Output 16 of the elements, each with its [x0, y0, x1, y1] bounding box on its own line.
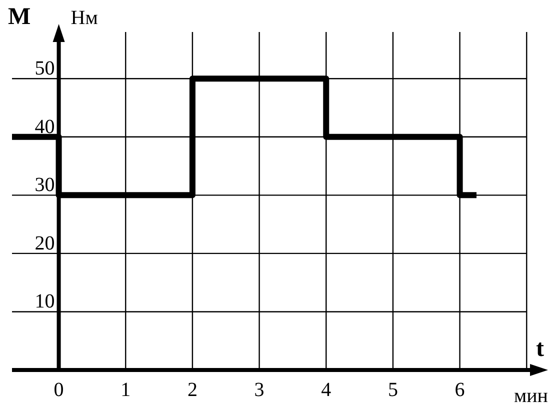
- y-tick-label: 40: [34, 116, 55, 138]
- y-tick-label: 30: [34, 174, 55, 196]
- x-tick-label: 0: [54, 379, 64, 401]
- x-tick-label: 3: [254, 379, 264, 401]
- x-tick-label: 5: [388, 379, 398, 401]
- x-tick-label: 1: [120, 379, 131, 401]
- text: Нм: [70, 7, 98, 29]
- x-tick-label: 6: [454, 379, 465, 401]
- x-tick-label: 2: [187, 379, 198, 401]
- y-tick-label: 20: [34, 232, 55, 254]
- x-tick-label: 4: [321, 379, 332, 401]
- y-tick-label: 10: [34, 290, 55, 313]
- x-axis-title: t: [536, 336, 544, 362]
- y-tick-label: 50: [34, 58, 55, 80]
- y-axis-title: M: [8, 4, 31, 30]
- text: мин: [514, 385, 548, 407]
